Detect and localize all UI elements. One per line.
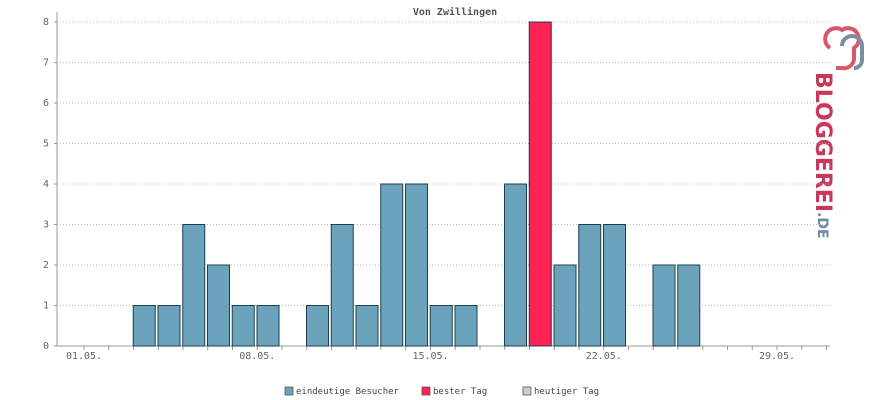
y-tick-label: 5	[43, 139, 49, 150]
bar	[380, 183, 404, 347]
legend-swatch	[522, 386, 532, 396]
watermark-main: BLOGGEREI	[810, 72, 835, 212]
bar	[677, 264, 701, 347]
y-tick-label: 3	[43, 220, 49, 231]
watermark-tld: .DE	[814, 212, 830, 239]
legend-label: bester Tag	[433, 387, 487, 397]
bar	[207, 264, 230, 347]
legend-label: eindeutige Besucher	[296, 387, 400, 397]
bar	[256, 305, 280, 347]
y-tick-label: 7	[43, 58, 49, 69]
bar	[306, 305, 329, 347]
y-tick-label: 6	[43, 98, 49, 109]
bar	[355, 305, 379, 347]
bar	[454, 305, 478, 347]
chart-title: Von Zwillingen	[413, 6, 497, 18]
legend-swatch	[421, 386, 431, 396]
y-tick-label: 1	[43, 301, 49, 312]
bar	[528, 21, 552, 347]
logo: BLOGGEREI.DE	[810, 26, 864, 239]
logo-icon	[823, 26, 861, 71]
bar	[652, 264, 676, 347]
bar	[504, 183, 527, 347]
logo-icon	[840, 34, 864, 70]
legend-label: heutiger Tag	[534, 387, 599, 397]
y-tick-label: 4	[43, 179, 49, 190]
bar	[603, 224, 626, 347]
legend-swatch	[284, 386, 294, 396]
y-tick-label: 2	[43, 260, 49, 271]
bar	[157, 305, 181, 347]
bar	[553, 264, 577, 347]
x-tick-label: 15.05.	[412, 351, 448, 362]
x-tick-label: 08.05.	[239, 351, 275, 362]
x-tick-label: 29.05.	[759, 351, 795, 362]
bar	[182, 224, 206, 347]
watermark: BLOGGEREI.DE	[810, 72, 835, 239]
bar	[578, 224, 602, 347]
bar	[132, 305, 156, 347]
y-tick-label: 8	[43, 17, 49, 28]
x-tick-label: 01.05.	[66, 351, 102, 362]
bar	[405, 183, 428, 347]
x-tick-label: 22.05.	[586, 351, 622, 362]
bar	[330, 224, 354, 347]
bar	[429, 305, 453, 347]
y-tick-label: 0	[43, 341, 49, 352]
bar	[231, 305, 255, 347]
